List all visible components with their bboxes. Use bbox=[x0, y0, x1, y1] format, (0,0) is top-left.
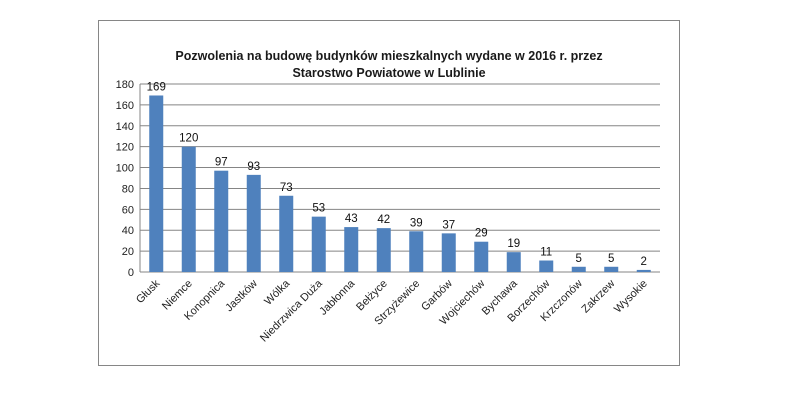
data-label: 2 bbox=[641, 256, 647, 268]
x-tick-label: Jastków bbox=[223, 278, 260, 315]
bar bbox=[636, 269, 651, 272]
bar bbox=[539, 260, 554, 272]
bar bbox=[604, 266, 619, 272]
data-label: 11 bbox=[540, 247, 552, 259]
y-tick-label: 0 bbox=[128, 267, 134, 279]
x-tick-label: Zakrzew bbox=[579, 278, 617, 316]
chart-title-line-2: Starostwo Powiatowe w Lublinie bbox=[292, 66, 486, 80]
bar bbox=[506, 252, 521, 272]
y-tick-label: 180 bbox=[116, 79, 134, 91]
bar bbox=[181, 146, 196, 272]
data-label: 120 bbox=[179, 133, 198, 145]
x-tick-label: Wysokie bbox=[612, 278, 650, 316]
data-label: 39 bbox=[410, 217, 423, 229]
data-label: 42 bbox=[377, 214, 390, 226]
bar bbox=[344, 227, 359, 272]
x-tick-label: Głusk bbox=[134, 277, 163, 306]
bar bbox=[376, 228, 391, 272]
x-tick-label: Niedrzwica Duża bbox=[258, 277, 325, 344]
chart-title: Pozwolenia na budowę budynków mieszkalny… bbox=[98, 48, 680, 82]
bar bbox=[311, 216, 326, 272]
bar bbox=[441, 233, 456, 272]
bar bbox=[149, 95, 164, 272]
bar bbox=[246, 174, 261, 272]
data-label: 93 bbox=[247, 161, 260, 173]
y-tick-label: 40 bbox=[122, 225, 134, 237]
bar bbox=[571, 266, 586, 272]
data-label: 53 bbox=[312, 203, 325, 215]
y-tick-label: 160 bbox=[116, 100, 134, 112]
bar bbox=[474, 241, 489, 272]
y-tick-label: 100 bbox=[116, 163, 134, 175]
data-label: 5 bbox=[576, 253, 582, 265]
chart-title-line-1: Pozwolenia na budowę budynków mieszkalny… bbox=[175, 49, 603, 63]
y-tick-label: 20 bbox=[122, 246, 134, 258]
y-tick-label: 60 bbox=[122, 204, 134, 216]
data-label: 73 bbox=[280, 182, 293, 194]
data-label: 5 bbox=[608, 253, 614, 265]
x-tick-label: Wólka bbox=[262, 277, 293, 308]
y-tick-label: 80 bbox=[122, 183, 134, 195]
data-label: 169 bbox=[147, 81, 166, 93]
x-tick-label: Jabłonna bbox=[317, 277, 358, 318]
data-label: 97 bbox=[215, 157, 228, 169]
bar bbox=[214, 170, 229, 272]
y-tick-label: 140 bbox=[116, 121, 134, 133]
y-tick-label: 120 bbox=[116, 142, 134, 154]
data-label: 37 bbox=[442, 219, 455, 231]
bar bbox=[279, 195, 294, 272]
data-label: 29 bbox=[475, 228, 488, 240]
data-label: 43 bbox=[345, 213, 358, 225]
data-label: 19 bbox=[507, 238, 520, 250]
bar bbox=[409, 231, 424, 272]
